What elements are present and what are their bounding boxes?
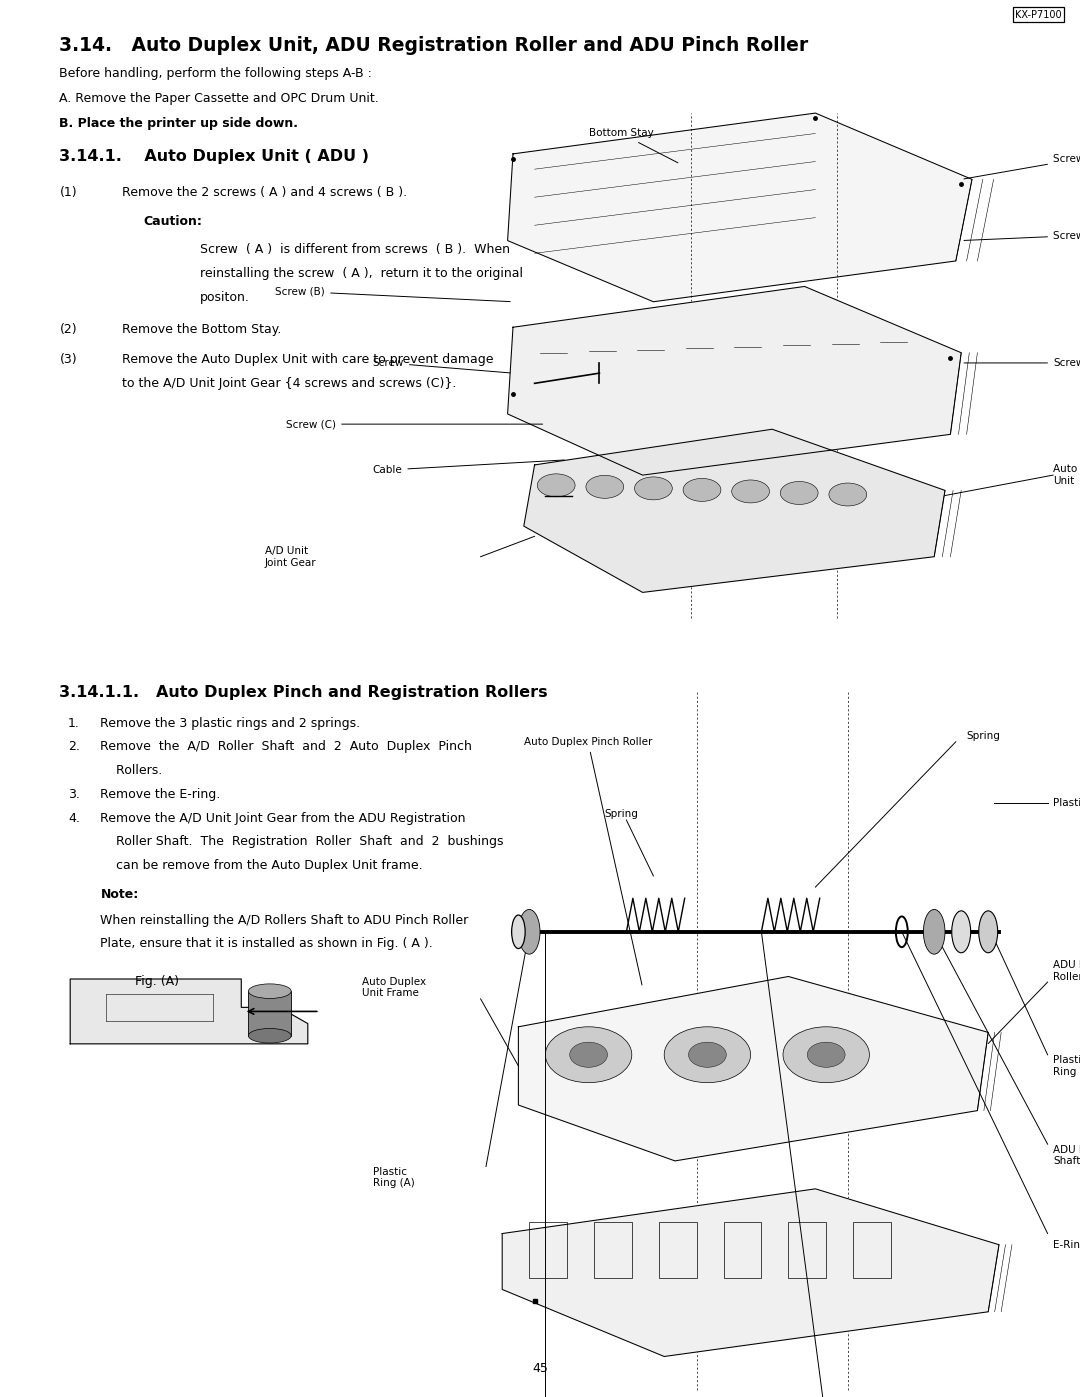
Polygon shape — [518, 977, 988, 1161]
Text: Remove the Auto Duplex Unit with care to prevent damage: Remove the Auto Duplex Unit with care to… — [122, 353, 494, 366]
Text: Remove the 2 screws ( A ) and 4 screws ( B ).: Remove the 2 screws ( A ) and 4 screws (… — [122, 186, 407, 198]
Text: 3.14.1.    Auto Duplex Unit ( ADU ): 3.14.1. Auto Duplex Unit ( ADU ) — [59, 149, 369, 165]
Ellipse shape — [978, 911, 998, 953]
Text: (1): (1) — [59, 186, 77, 198]
Text: B. Place the printer up side down.: B. Place the printer up side down. — [59, 117, 298, 130]
Polygon shape — [508, 113, 972, 302]
Text: Auto Duplex
Unit: Auto Duplex Unit — [1053, 464, 1080, 486]
Text: 3.: 3. — [68, 788, 80, 800]
Ellipse shape — [570, 1042, 607, 1067]
Ellipse shape — [586, 475, 624, 499]
Text: can be remove from the Auto Duplex Unit frame.: can be remove from the Auto Duplex Unit … — [100, 859, 423, 872]
Polygon shape — [70, 979, 308, 1044]
Ellipse shape — [951, 911, 971, 953]
Text: Screw (C): Screw (C) — [286, 419, 542, 429]
Text: 4.: 4. — [68, 812, 80, 824]
Text: Screw (A): Screw (A) — [964, 154, 1080, 179]
Text: Rollers.: Rollers. — [100, 764, 163, 777]
Text: Note:: Note: — [100, 888, 138, 901]
Text: A/D Unit
Joint Gear: A/D Unit Joint Gear — [265, 546, 316, 567]
Ellipse shape — [248, 983, 292, 999]
Text: 1.: 1. — [68, 717, 80, 729]
Text: Spring: Spring — [605, 809, 638, 820]
Text: Plastic
Ring (A): Plastic Ring (A) — [373, 1166, 415, 1189]
Ellipse shape — [545, 1027, 632, 1083]
Text: ADU Pinch
Roller Plate: ADU Pinch Roller Plate — [1053, 960, 1080, 982]
Text: Remove the E-ring.: Remove the E-ring. — [100, 788, 220, 800]
Text: (2): (2) — [59, 323, 77, 335]
Ellipse shape — [684, 478, 721, 502]
Text: Screw  ( A )  is different from screws  ( B ).  When: Screw ( A ) is different from screws ( B… — [200, 243, 510, 256]
Polygon shape — [502, 1189, 999, 1356]
Text: to the A/D Unit Joint Gear {4 screws and screws (C)}.: to the A/D Unit Joint Gear {4 screws and… — [122, 377, 457, 390]
Ellipse shape — [518, 909, 540, 954]
Ellipse shape — [732, 481, 769, 503]
Text: Remove  the  A/D  Roller  Shaft  and  2  Auto  Duplex  Pinch: Remove the A/D Roller Shaft and 2 Auto D… — [100, 740, 472, 753]
Text: E-Ring: E-Ring — [1053, 1239, 1080, 1250]
Ellipse shape — [808, 1042, 846, 1067]
Text: Auto Duplex Pinch Roller: Auto Duplex Pinch Roller — [524, 736, 652, 985]
Text: Auto Duplex
Unit Frame: Auto Duplex Unit Frame — [362, 977, 426, 999]
Text: 3.14.1.1.   Auto Duplex Pinch and Registration Rollers: 3.14.1.1. Auto Duplex Pinch and Registra… — [59, 685, 548, 700]
Text: Before handling, perform the following steps A-B :: Before handling, perform the following s… — [59, 67, 373, 80]
Text: Plate, ensure that it is installed as shown in Fig. ( A ).: Plate, ensure that it is installed as sh… — [100, 937, 433, 950]
Ellipse shape — [781, 482, 819, 504]
Text: KX-P7100: KX-P7100 — [1015, 10, 1062, 20]
Text: Screw (B): Screw (B) — [964, 231, 1080, 240]
Text: Plastic Ring (A): Plastic Ring (A) — [1053, 798, 1080, 809]
Bar — [248, 992, 292, 1035]
Polygon shape — [508, 286, 961, 475]
Text: Fig. (A): Fig. (A) — [135, 975, 179, 988]
Text: ADU Roller
Shaft: ADU Roller Shaft — [1053, 1144, 1080, 1166]
Ellipse shape — [664, 1027, 751, 1083]
Ellipse shape — [783, 1027, 869, 1083]
Ellipse shape — [512, 915, 525, 949]
Text: positon.: positon. — [200, 291, 249, 303]
Text: Plastic
Ring (B): Plastic Ring (B) — [1053, 1055, 1080, 1077]
Text: 45: 45 — [532, 1362, 548, 1375]
Ellipse shape — [248, 1028, 292, 1044]
Text: Remove the A/D Unit Joint Gear from the ADU Registration: Remove the A/D Unit Joint Gear from the … — [100, 812, 465, 824]
Text: 3.14.   Auto Duplex Unit, ADU Registration Roller and ADU Pinch Roller: 3.14. Auto Duplex Unit, ADU Registration… — [59, 36, 809, 56]
Text: When reinstalling the A/D Rollers Shaft to ADU Pinch Roller: When reinstalling the A/D Rollers Shaft … — [100, 914, 469, 926]
Text: (3): (3) — [59, 353, 77, 366]
Ellipse shape — [829, 483, 867, 506]
Text: A. Remove the Paper Cassette and OPC Drum Unit.: A. Remove the Paper Cassette and OPC Dru… — [59, 92, 379, 105]
Text: Screw: Screw — [373, 358, 510, 373]
Text: Remove the 3 plastic rings and 2 springs.: Remove the 3 plastic rings and 2 springs… — [100, 717, 361, 729]
Text: Caution:: Caution: — [144, 215, 203, 228]
Polygon shape — [524, 429, 945, 592]
Text: Remove the Bottom Stay.: Remove the Bottom Stay. — [122, 323, 282, 335]
Text: Screw (B): Screw (B) — [275, 286, 510, 302]
Text: 2.: 2. — [68, 740, 80, 753]
Text: reinstalling the screw  ( A ),  return it to the original: reinstalling the screw ( A ), return it … — [200, 267, 523, 279]
Ellipse shape — [689, 1042, 727, 1067]
Ellipse shape — [538, 474, 576, 497]
Text: Cable: Cable — [373, 460, 564, 475]
Text: Roller Shaft.  The  Registration  Roller  Shaft  and  2  bushings: Roller Shaft. The Registration Roller Sh… — [100, 835, 504, 848]
Text: Bottom Stay: Bottom Stay — [589, 129, 678, 163]
Ellipse shape — [635, 476, 672, 500]
Text: Spring: Spring — [967, 731, 1000, 742]
Text: Screw: Screw — [964, 358, 1080, 367]
Ellipse shape — [923, 909, 945, 954]
